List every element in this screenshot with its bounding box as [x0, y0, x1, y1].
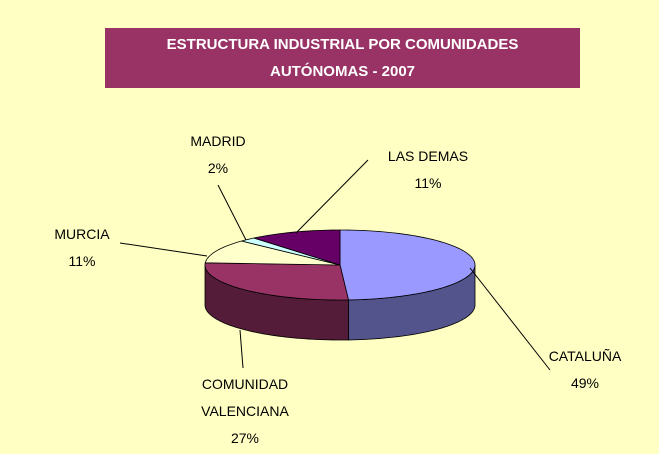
slice-label: CATALUÑA 49%: [540, 343, 630, 397]
leader-line: [295, 159, 369, 234]
slice: [252, 229, 341, 266]
value-label: 49%: [570, 375, 600, 391]
leader-line: [239, 329, 244, 369]
category-label: CATALUÑA: [548, 348, 622, 364]
slice-label: COMUNIDAD VALENCIANA 27%: [185, 371, 305, 452]
category-label: MADRID: [190, 133, 246, 149]
value-label: 27%: [230, 430, 260, 446]
slice-label: LAS DEMAS 11%: [373, 143, 483, 197]
slice: [339, 229, 476, 301]
slice: [204, 240, 341, 266]
value-label: 11%: [414, 175, 442, 191]
value-label: 11%: [68, 253, 96, 269]
value-label: 2%: [207, 160, 229, 176]
slice-label: MURCIA 11%: [37, 221, 127, 275]
category-label: MURCIA: [54, 226, 110, 242]
category-label: LAS DEMAS: [387, 148, 469, 164]
leader-line: [119, 242, 208, 257]
leader-line: [217, 184, 247, 241]
chart-title: ESTRUCTURA INDUSTRIAL POR COMUNIDADES AU…: [105, 28, 580, 88]
category-label: COMUNIDAD VALENCIANA: [201, 376, 289, 419]
slice-label: MADRID 2%: [173, 128, 263, 182]
slice: [204, 262, 349, 301]
leader-line: [469, 267, 551, 371]
